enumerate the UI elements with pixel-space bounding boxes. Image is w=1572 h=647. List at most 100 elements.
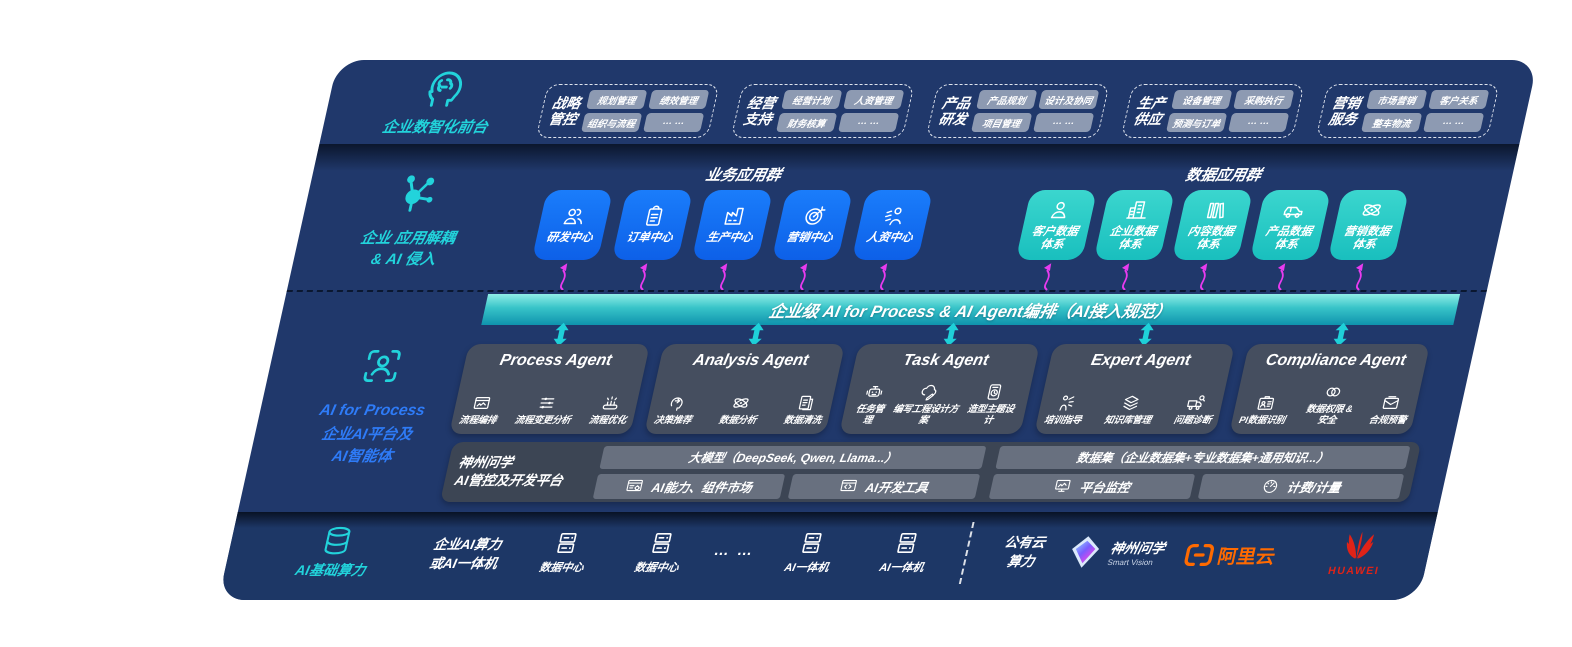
smart-vision-logo: 神州问学 Smart Vision (1063, 534, 1168, 570)
atom-icon (729, 393, 753, 413)
group-title: 生产 供应 (1132, 94, 1168, 127)
data-box-enterprise: 企业数据 体系 (1093, 190, 1176, 260)
chip: 设计及协同 (1038, 90, 1100, 109)
node-label: 数据中心 (633, 562, 680, 574)
chip: … … (838, 113, 900, 132)
up-arrow-icon (1189, 261, 1213, 291)
chip: 预测与订单 (1166, 113, 1228, 132)
agent-item: 问题诊断 (1172, 393, 1217, 427)
chip: 经营计划 (781, 90, 843, 109)
team-icon (560, 204, 589, 228)
aliyun-bracket-icon (1181, 540, 1218, 570)
agent-item: 流程编排 (458, 393, 503, 427)
front-office-label: 企业数智化前台 (380, 119, 490, 136)
permission-rings-icon (1321, 382, 1345, 402)
app-box-wrap: 营销中心 (765, 190, 854, 291)
infra-rail: AI基础算力 (271, 524, 398, 580)
agent-item-label: 问题诊断 (1172, 415, 1213, 427)
chip: … … (1423, 113, 1485, 132)
agent-item-label: 合规预警 (1367, 415, 1408, 427)
group-marketing-service: 营销 服务 市场营销 客户关系 整车物流 … … (1315, 84, 1500, 138)
agent-item: 数据权限 & 安全 (1302, 382, 1358, 427)
chip: … … (643, 113, 705, 132)
car-icon (1279, 198, 1308, 222)
app-box-wrap: 营销数据 体系 (1321, 190, 1410, 291)
agent-item-label: 数据权限 & 安全 (1304, 404, 1354, 427)
double-arrow-icon (937, 322, 965, 347)
agent-title: Process Agent (498, 352, 614, 369)
process-orchestration-icon (469, 393, 493, 413)
group-strategy: 战略 管控 规划管理 绩效管理 组织与流程 … … (535, 84, 720, 138)
app-box-label: 生产中心 (705, 232, 754, 245)
ellipsis-label: … … (712, 542, 757, 559)
app-box-label: 企业数据 体系 (1108, 225, 1158, 251)
robot-icon (862, 382, 886, 402)
group-production-supply: 生产 供应 设备管理 采购执行 预测与订单 … … (1120, 84, 1305, 138)
agent-title: Task Agent (901, 352, 991, 369)
ai-for-process-label: AI for Process (317, 402, 427, 419)
platform-name: 神州问学 AI管控及开发平台 (453, 454, 565, 488)
app-box-wrap: 人资中心 (845, 190, 934, 291)
chip: 项目管理 (971, 113, 1033, 132)
data-box-customer: 客户数据 体系 (1015, 190, 1098, 260)
up-arrow-icon (629, 261, 653, 291)
agent-card-process: Process Agent 流程编排 流程变更分析 流程优化 (449, 344, 651, 434)
group-product-rd: 产品 研发 产品规划 设计及协同 项目管理 … … (925, 84, 1110, 138)
molecule-icon (315, 170, 520, 216)
agent-item-label: 造型主题设计 (966, 404, 1016, 427)
cell-platform-monitoring: 平台监控 (988, 473, 1196, 499)
ai-platform-label: 企业AI平台及 AI智能体 (320, 426, 414, 465)
agent-card-analysis: Analysis Agent 决策推荐 数据分析 数据清洗 (644, 344, 846, 434)
database-icon (276, 524, 399, 558)
chip: 设备管理 (1171, 90, 1233, 109)
aliyun-logo: 阿里云 (1181, 540, 1279, 570)
node-ai-appliance: AI一体机 (864, 530, 946, 575)
app-box-wrap: 研发中心 (525, 190, 614, 291)
chip: 财务核算 (776, 113, 838, 132)
server-icon (868, 530, 946, 556)
smart-vision-sub: Smart Vision (1106, 558, 1154, 567)
group-title: 经营 支持 (742, 94, 778, 127)
diagnosis-icon (1184, 393, 1208, 413)
brain-icon (338, 66, 548, 112)
app-box-label: 人资中心 (865, 232, 914, 245)
app-box-wrap: 企业数据 体系 (1087, 190, 1176, 291)
app-box-label: 内容数据 体系 (1186, 225, 1236, 251)
agent-item-label: 数据分析 (717, 415, 758, 427)
agent-item: 流程变更分析 (513, 393, 576, 427)
building-icon (1123, 198, 1152, 222)
app-box-label: 客户数据 体系 (1030, 225, 1080, 251)
agent-item: 合规预警 (1367, 393, 1412, 427)
sliders-icon (534, 393, 558, 413)
cell-label: AI能力、组件市场 (650, 480, 754, 495)
data-cleaning-icon (794, 393, 818, 413)
decision-icon (664, 393, 688, 413)
dataset-strip: 数据集（企业数据集+专业数据集+通用知识...） (995, 445, 1411, 469)
training-icon (1054, 393, 1078, 413)
node-label: AI一体机 (783, 562, 830, 574)
gauge-icon (1259, 477, 1281, 495)
architecture-panel: 企业数智化前台 战略 管控 规划管理 绩效管理 组织与流程 … … 经营 支持 … (218, 60, 1538, 600)
orchestration-band: 企业级 AI for Process & AI Agent编排（AI接入规范） (481, 294, 1461, 325)
app-box-label: 营销中心 (785, 232, 834, 245)
agent-card-expert: Expert Agent 培训指导 知识库管理 问题诊断 (1034, 344, 1236, 434)
enterprise-compute-label: 企业AI算力 或AI一体机 (427, 537, 504, 571)
server-icon (773, 530, 851, 556)
window-code-icon (838, 477, 860, 495)
app-box-production-center: 生产中心 (691, 190, 774, 260)
agent-item-label: 流程变更分析 (513, 415, 572, 427)
optimization-icon (599, 393, 623, 413)
app-box-wrap: 生产中心 (685, 190, 774, 291)
app-box-hr-center: 人资中心 (851, 190, 934, 260)
huawei-name: HUAWEI (1326, 565, 1381, 577)
node-ai-appliance: AI一体机 (769, 530, 851, 575)
chip: 采购执行 (1233, 90, 1295, 109)
server-icon (623, 530, 701, 556)
chip: 客户关系 (1428, 90, 1490, 109)
double-arrow-icon (742, 322, 770, 347)
cell-ai-dev-tools: AI开发工具 (787, 473, 981, 499)
agent-item: 知识库管理 (1103, 393, 1157, 427)
huawei-flower-icon (1318, 528, 1400, 564)
smart-vision-diamond-icon (1063, 534, 1107, 570)
chip: 整车物流 (1361, 113, 1423, 132)
